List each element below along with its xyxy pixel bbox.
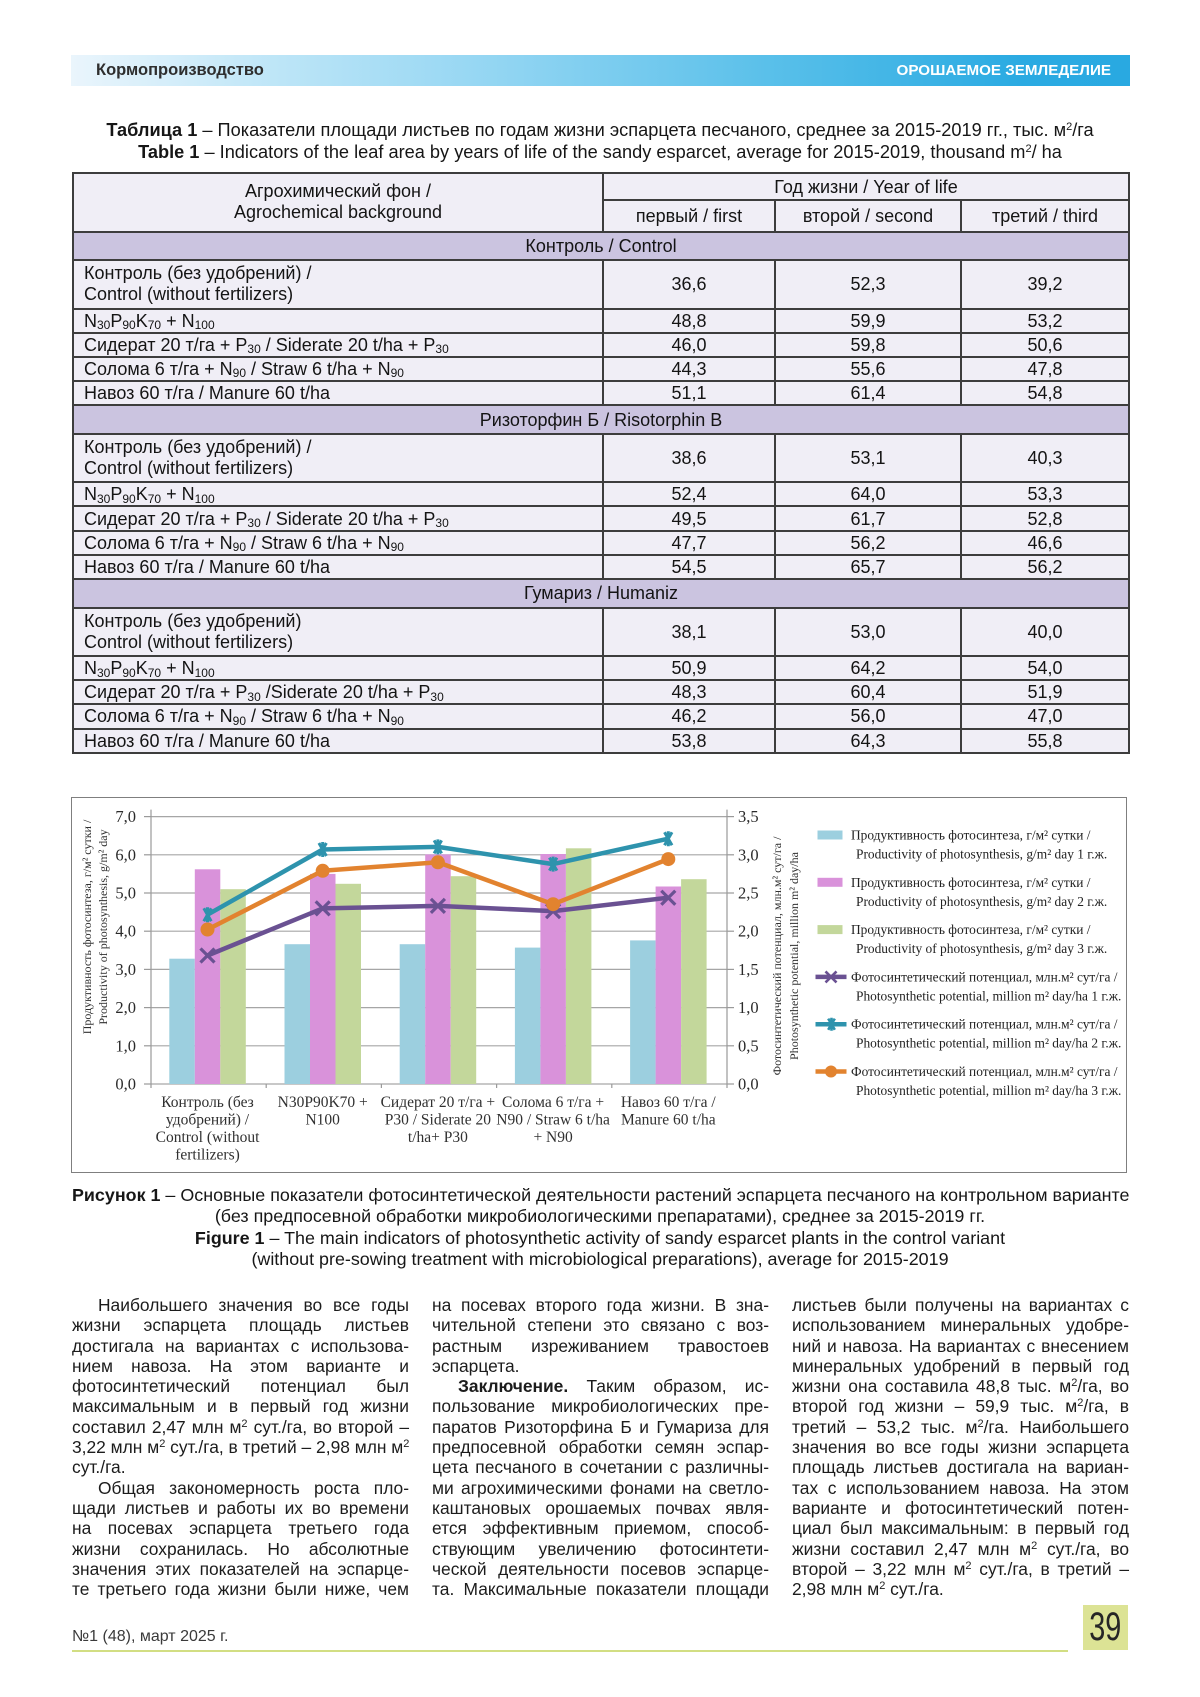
svg-text:Продуктивность фотосинтеза, г/: Продуктивность фотосинтеза, г/м² сутки / [851,875,1091,890]
svg-text:Фотосинтетический потенциал, м: Фотосинтетический потенциал, млн.м² сут/… [851,1017,1118,1032]
svg-text:Control (without: Control (without [156,1129,260,1146]
svg-text:Фотосинтетический потенциал, м: Фотосинтетический потенциал, млн.м² сут/… [770,836,784,1075]
svg-text:Фотосинтетический потенциал, м: Фотосинтетический потенциал, млн.м² сут/… [851,1064,1118,1079]
svg-text:Productivity of photosynthesis: Productivity of photosynthesis, g/m² day [96,829,110,1024]
svg-text:Photosynthetic potential, mill: Photosynthetic potential, million m² day… [856,1083,1121,1098]
svg-text:Manure 60 t/ha: Manure 60 t/ha [621,1112,716,1129]
svg-text:Контроль (без: Контроль (без [161,1094,254,1111]
svg-text:Сидерат 20 т/га +: Сидерат 20 т/га + [381,1094,496,1111]
svg-text:Продуктивность фотосинтеза, г/: Продуктивность фотосинтеза, г/м² сутки / [851,922,1091,937]
svg-text:+ N90: + N90 [533,1129,573,1146]
svg-text:N30P90K70 +: N30P90K70 + [278,1094,368,1111]
svg-text:7,0: 7,0 [115,807,136,826]
svg-text:N100: N100 [305,1112,340,1129]
svg-text:fertilizers): fertilizers) [175,1147,240,1164]
svg-text:Photosynthetic potential, mill: Photosynthetic potential, million m² day… [856,1036,1121,1051]
svg-text:Productivity of photosynthesis: Productivity of photosynthesis, g/m² day… [856,894,1107,909]
svg-text:4,0: 4,0 [115,922,136,941]
svg-text:Продуктивность фотосинтеза, г/: Продуктивность фотосинтеза, г/м² сутки / [851,828,1091,843]
svg-text:t/ha+ P30: t/ha+ P30 [408,1129,468,1146]
svg-text:Навоз 60 т/га /: Навоз 60 т/га / [621,1094,717,1111]
svg-text:2,5: 2,5 [738,884,759,903]
svg-text:P30 / Siderate 20: P30 / Siderate 20 [385,1112,492,1129]
svg-text:6,0: 6,0 [115,845,136,864]
svg-text:удобрений) /: удобрений) / [166,1112,250,1129]
svg-text:5,0: 5,0 [115,884,136,903]
svg-text:1,0: 1,0 [738,998,759,1017]
svg-text:Photosynthetic potential, mill: Photosynthetic potential, million m² day… [787,851,801,1060]
svg-text:1,5: 1,5 [738,960,759,979]
svg-text:Photosynthetic potential, mill: Photosynthetic potential, million m² day… [856,988,1121,1003]
svg-text:Продуктивность фотосинтеза, г/: Продуктивность фотосинтеза, г/м² сутки / [80,819,94,1034]
svg-text:3,5: 3,5 [738,807,759,826]
svg-text:3,0: 3,0 [115,960,136,979]
svg-text:2,0: 2,0 [738,922,759,941]
svg-text:0,0: 0,0 [115,1075,136,1094]
svg-text:Солома 6 т/га +: Солома 6 т/га + [502,1094,604,1111]
svg-text:0,5: 0,5 [738,1036,759,1055]
svg-text:0,0: 0,0 [738,1075,759,1094]
svg-text:3,0: 3,0 [738,845,759,864]
svg-text:2,0: 2,0 [115,998,136,1017]
svg-text:Productivity of photosynthesis: Productivity of photosynthesis, g/m² day… [856,941,1107,956]
svg-text:N90 / Straw 6 t/ha: N90 / Straw 6 t/ha [496,1112,610,1129]
svg-text:Фотосинтетический потенциал, м: Фотосинтетический потенциал, млн.м² сут/… [851,969,1118,984]
svg-text:Productivity of photosynthesis: Productivity of photosynthesis, g/m² day… [856,847,1107,862]
svg-text:1,0: 1,0 [115,1036,136,1055]
